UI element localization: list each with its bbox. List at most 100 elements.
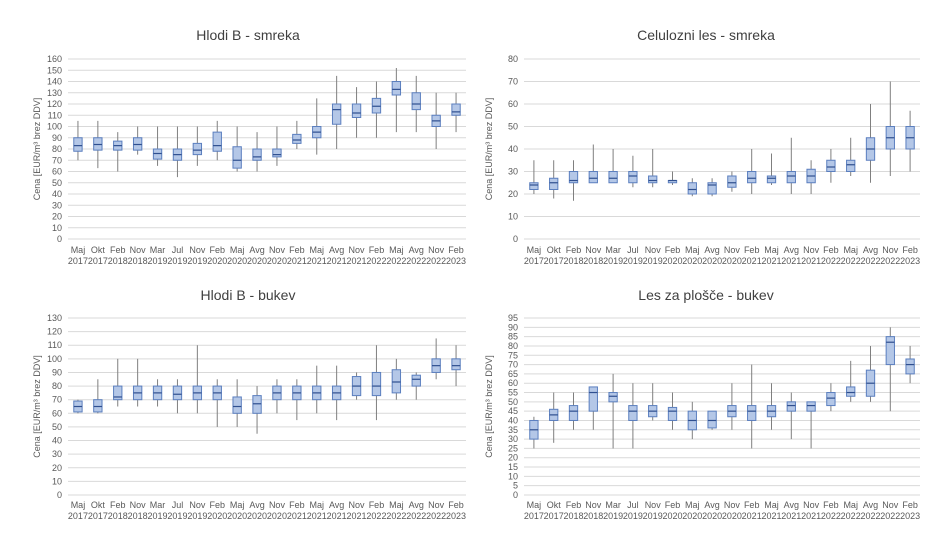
x-tick-label-month: Feb bbox=[744, 500, 760, 510]
box-plot bbox=[351, 87, 362, 138]
x-tick-label-month: Nov bbox=[803, 500, 820, 510]
y-tick-label: 130 bbox=[47, 88, 62, 98]
box-iqr bbox=[93, 399, 103, 413]
x-tick-label-year: 2017 bbox=[524, 256, 544, 266]
x-tick-label-month: Feb bbox=[823, 500, 839, 510]
x-tick-label-year: 2017 bbox=[524, 511, 544, 521]
box-iqr bbox=[411, 374, 421, 387]
box-plot bbox=[905, 110, 915, 172]
y-tick-label: 30 bbox=[508, 167, 518, 177]
box-plot bbox=[549, 160, 559, 199]
x-tick-label-month: Avg bbox=[784, 245, 799, 255]
x-tick-label-year: 2022 bbox=[880, 256, 900, 266]
box-iqr bbox=[529, 182, 539, 190]
box-plot bbox=[588, 386, 598, 430]
y-tick-label: 85 bbox=[508, 332, 518, 342]
x-tick-label-year: 2017 bbox=[544, 256, 564, 266]
x-tick-label-year: 2022 bbox=[366, 511, 386, 521]
x-tick-label-year: 2019 bbox=[148, 511, 168, 521]
box-iqr bbox=[252, 148, 262, 161]
box-iqr bbox=[608, 392, 618, 403]
box-plot bbox=[312, 98, 322, 155]
box-plot bbox=[152, 379, 163, 407]
y-tick-label: 140 bbox=[47, 77, 62, 87]
x-tick-label-year: 2022 bbox=[860, 256, 880, 266]
x-tick-label-month: Maj bbox=[309, 500, 324, 510]
y-tick-label: 40 bbox=[508, 144, 518, 154]
box-iqr bbox=[826, 159, 836, 172]
y-tick-label: 35 bbox=[508, 425, 518, 435]
x-tick-label-year: 2017 bbox=[68, 256, 88, 266]
box-iqr bbox=[648, 175, 658, 184]
x-tick-label-year: 2020 bbox=[722, 256, 742, 266]
y-tick-label: 130 bbox=[47, 313, 62, 323]
x-tick-label-month: Nov bbox=[724, 500, 741, 510]
x-tick-label-year: 2021 bbox=[761, 511, 781, 521]
x-tick-label-year: 2019 bbox=[603, 256, 623, 266]
x-tick-label-year: 2021 bbox=[307, 256, 327, 266]
y-axis-label: Cena [EUR/m³ brez DDV] bbox=[484, 98, 494, 201]
box-plot bbox=[846, 360, 856, 402]
box-plot bbox=[588, 144, 598, 184]
box-plot bbox=[865, 345, 876, 402]
y-tick-label: 60 bbox=[508, 99, 518, 109]
box-iqr bbox=[351, 103, 362, 118]
x-tick-label-year: 2022 bbox=[860, 511, 880, 521]
x-tick-label-year: 2020 bbox=[722, 511, 742, 521]
box-iqr bbox=[113, 385, 123, 401]
x-tick-label-year: 2022 bbox=[426, 511, 446, 521]
box-iqr bbox=[667, 406, 678, 421]
y-tick-label: 45 bbox=[508, 406, 518, 416]
x-tick-label-year: 2017 bbox=[544, 511, 564, 521]
x-tick-label-year: 2021 bbox=[761, 256, 781, 266]
y-tick-label: 50 bbox=[52, 178, 62, 188]
x-tick-label-month: Avg bbox=[249, 500, 264, 510]
x-tick-label-month: Feb bbox=[289, 500, 305, 510]
y-tick-label: 15 bbox=[508, 462, 518, 472]
box-iqr bbox=[747, 405, 757, 421]
box-plot bbox=[252, 386, 262, 434]
x-tick-label-month: Nov bbox=[189, 500, 206, 510]
box-iqr bbox=[846, 159, 856, 172]
x-tick-label-year: 2019 bbox=[603, 511, 623, 521]
x-tick-label-month: Nov bbox=[803, 245, 820, 255]
x-tick-label-month: Nov bbox=[349, 245, 366, 255]
y-tick-label: 80 bbox=[52, 144, 62, 154]
box-plot bbox=[451, 92, 461, 133]
x-tick-label-year: 2020 bbox=[207, 511, 227, 521]
y-tick-label: 0 bbox=[57, 234, 62, 244]
x-tick-label-month: Feb bbox=[566, 500, 582, 510]
box-iqr bbox=[806, 401, 816, 412]
x-tick-label-month: Mar bbox=[605, 245, 621, 255]
x-tick-label-month: Nov bbox=[585, 245, 602, 255]
box-iqr bbox=[371, 371, 382, 397]
x-tick-label-year: 2023 bbox=[446, 256, 466, 266]
box-plot bbox=[152, 126, 163, 166]
x-tick-label-year: 2018 bbox=[108, 256, 128, 266]
x-tick-label-year: 2019 bbox=[167, 256, 187, 266]
x-tick-label-year: 2018 bbox=[563, 511, 583, 521]
x-tick-label-month: Maj bbox=[309, 245, 324, 255]
box-plot bbox=[766, 153, 777, 185]
x-tick-label-year: 2022 bbox=[880, 511, 900, 521]
box-iqr bbox=[232, 396, 242, 414]
x-tick-label-month: Maj bbox=[389, 500, 404, 510]
x-tick-label-year: 2022 bbox=[841, 511, 861, 521]
box-iqr bbox=[628, 405, 638, 421]
x-tick-label-year: 2023 bbox=[900, 511, 920, 521]
x-tick-label-month: Feb bbox=[369, 500, 385, 510]
x-tick-label-month: Nov bbox=[585, 500, 602, 510]
box-plot bbox=[73, 120, 83, 161]
x-tick-label-month: Nov bbox=[428, 245, 445, 255]
x-tick-label-month: Okt bbox=[547, 245, 562, 255]
box-plot bbox=[411, 372, 421, 400]
box-iqr bbox=[588, 171, 598, 184]
x-tick-label-year: 2022 bbox=[821, 256, 841, 266]
x-tick-label-year: 2022 bbox=[366, 256, 386, 266]
x-tick-label-year: 2021 bbox=[327, 511, 347, 521]
x-tick-label-month: Okt bbox=[91, 500, 106, 510]
x-tick-label-month: Feb bbox=[289, 245, 305, 255]
x-tick-label-month: Feb bbox=[110, 245, 126, 255]
x-tick-label-month: Nov bbox=[130, 245, 147, 255]
box-plot bbox=[905, 345, 915, 384]
